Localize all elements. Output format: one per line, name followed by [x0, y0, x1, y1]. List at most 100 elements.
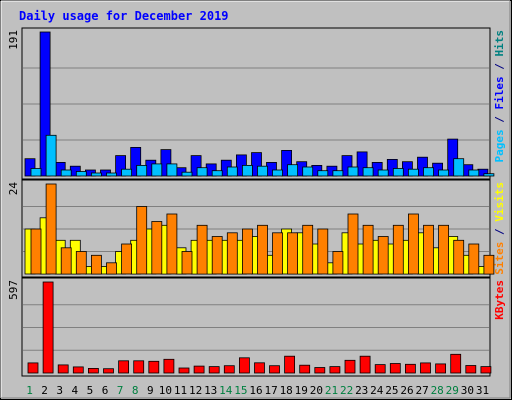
bar-kbytes-day-5 — [88, 367, 99, 374]
bar-kbytes-day-9 — [148, 360, 160, 374]
bar-pages-day-26 — [407, 168, 419, 177]
bar-kbytes-day-25 — [389, 363, 401, 374]
bar-kbytes-day-3 — [57, 364, 69, 374]
bar-kbytes-day-30 — [465, 365, 477, 374]
x-tick-label: 15 — [234, 384, 247, 397]
x-tick-label: 11 — [174, 384, 187, 397]
bar-sites-day-27 — [423, 224, 434, 275]
bar-sites-day-19 — [302, 224, 314, 275]
x-tick-label: 4 — [71, 384, 78, 397]
bar-pages-day-4 — [75, 171, 87, 177]
bar-files-day-10 — [160, 149, 172, 177]
x-tick-label: 9 — [147, 384, 154, 397]
bar-sites-day-24 — [377, 236, 389, 275]
x-tick-label: 28 — [431, 384, 444, 397]
bar-pages-day-2 — [45, 134, 57, 177]
bar-kbytes-day-26 — [404, 363, 416, 374]
axis-label-part: Sites — [493, 242, 506, 275]
x-tick-label: 3 — [56, 384, 63, 397]
bar-pages-day-31 — [483, 173, 495, 177]
bar-pages-day-10 — [166, 163, 178, 177]
bar-sites-day-17 — [272, 232, 283, 275]
axis-label-part: / — [493, 57, 506, 77]
panel-max-label: 191 — [7, 30, 20, 50]
bar-sites-day-13 — [211, 236, 223, 275]
bar-sites-day-5 — [91, 254, 102, 275]
chart-panels: 191 Pages / Files / Hits 24 Sites / Visits 5… — [7, 27, 506, 377]
bar-kbytes-day-20 — [314, 367, 326, 374]
bar-sites-day-23 — [362, 224, 374, 275]
panel-axis-label: Pages / Files / Hits — [493, 30, 506, 163]
bar-kbytes-day-11 — [178, 367, 190, 374]
panel-axis-label: Sites / Visits — [493, 182, 506, 275]
bar-sites-day-12 — [196, 224, 208, 275]
bar-pages-day-24 — [377, 169, 389, 177]
bar-files-day-7 — [115, 155, 126, 177]
bar-pages-day-29 — [453, 158, 465, 177]
bar-sites-day-25 — [392, 224, 404, 275]
x-tick-label: 27 — [415, 384, 428, 397]
bar-sites-day-21 — [332, 251, 344, 275]
bar-pages-day-8 — [136, 164, 148, 177]
x-tick-label: 10 — [159, 384, 172, 397]
x-tick-label: 20 — [310, 384, 323, 397]
bar-files-day-25 — [386, 158, 398, 177]
bar-kbytes-day-12 — [193, 365, 205, 374]
bar-pages-day-7 — [121, 168, 132, 177]
x-tick-label: 8 — [132, 384, 139, 397]
bar-kbytes-day-24 — [374, 364, 386, 374]
bar-sites-day-16 — [257, 224, 268, 275]
x-tick-label: 18 — [280, 384, 293, 397]
bar-kbytes-day-29 — [450, 353, 462, 374]
x-tick-label: 12 — [189, 384, 202, 397]
bar-kbytes-day-1 — [27, 362, 39, 374]
x-tick-label: 6 — [102, 384, 109, 397]
bar-sites-day-11 — [181, 251, 193, 275]
axis-label-part: KBytes — [493, 280, 506, 320]
bar-pages-day-20 — [317, 170, 329, 177]
panel-visits-sites: 24 Sites / Visits — [7, 179, 506, 278]
bar-sites-day-9 — [151, 221, 163, 275]
bar-files-day-23 — [356, 151, 368, 177]
bar-pages-day-15 — [241, 164, 253, 177]
bar-pages-day-18 — [287, 164, 299, 177]
bar-pages-day-25 — [392, 168, 404, 177]
x-tick-label: 13 — [204, 384, 217, 397]
x-tick-label: 24 — [370, 384, 384, 397]
bar-pages-day-17 — [272, 169, 283, 177]
panel-max-label: 597 — [7, 280, 20, 300]
bar-kbytes-day-6 — [103, 368, 114, 374]
series-kbytes — [27, 281, 492, 374]
bar-kbytes-day-21 — [329, 366, 341, 374]
bar-sites-day-28 — [438, 224, 450, 275]
bar-sites-day-10 — [166, 213, 178, 275]
bar-kbytes-day-28 — [435, 363, 447, 374]
axis-label-part: Visits — [493, 182, 506, 222]
bar-kbytes-day-16 — [254, 362, 265, 374]
bar-sites-day-22 — [347, 213, 359, 275]
bar-files-day-8 — [130, 146, 142, 177]
bar-kbytes-day-23 — [359, 355, 371, 374]
bar-pages-day-28 — [438, 169, 450, 177]
bar-kbytes-day-31 — [480, 366, 492, 374]
bar-sites-day-4 — [75, 251, 87, 275]
x-axis: 1 2 3 4 5 6 7 8 9 10 11 12 13 14 15 16 17 18 19 20 21 22 23 24 2… — [26, 384, 489, 397]
bar-sites-day-3 — [60, 247, 72, 275]
bar-sites-day-18 — [287, 232, 299, 275]
bar-pages-day-11 — [181, 171, 193, 177]
bar-kbytes-day-18 — [284, 355, 296, 374]
bar-sites-day-31 — [483, 254, 495, 275]
bar-pages-day-6 — [106, 172, 117, 177]
x-tick-label: 7 — [117, 384, 124, 397]
bar-kbytes-day-10 — [163, 358, 175, 374]
x-tick-label: 16 — [249, 384, 262, 397]
x-tick-label: 22 — [340, 384, 353, 397]
axis-label-part: / — [493, 110, 506, 130]
bar-pages-day-13 — [211, 170, 223, 177]
bar-kbytes-day-2 — [42, 281, 54, 374]
bar-files-day-18 — [281, 149, 293, 177]
bar-files-day-29 — [447, 138, 459, 177]
bar-kbytes-day-15 — [238, 357, 250, 374]
